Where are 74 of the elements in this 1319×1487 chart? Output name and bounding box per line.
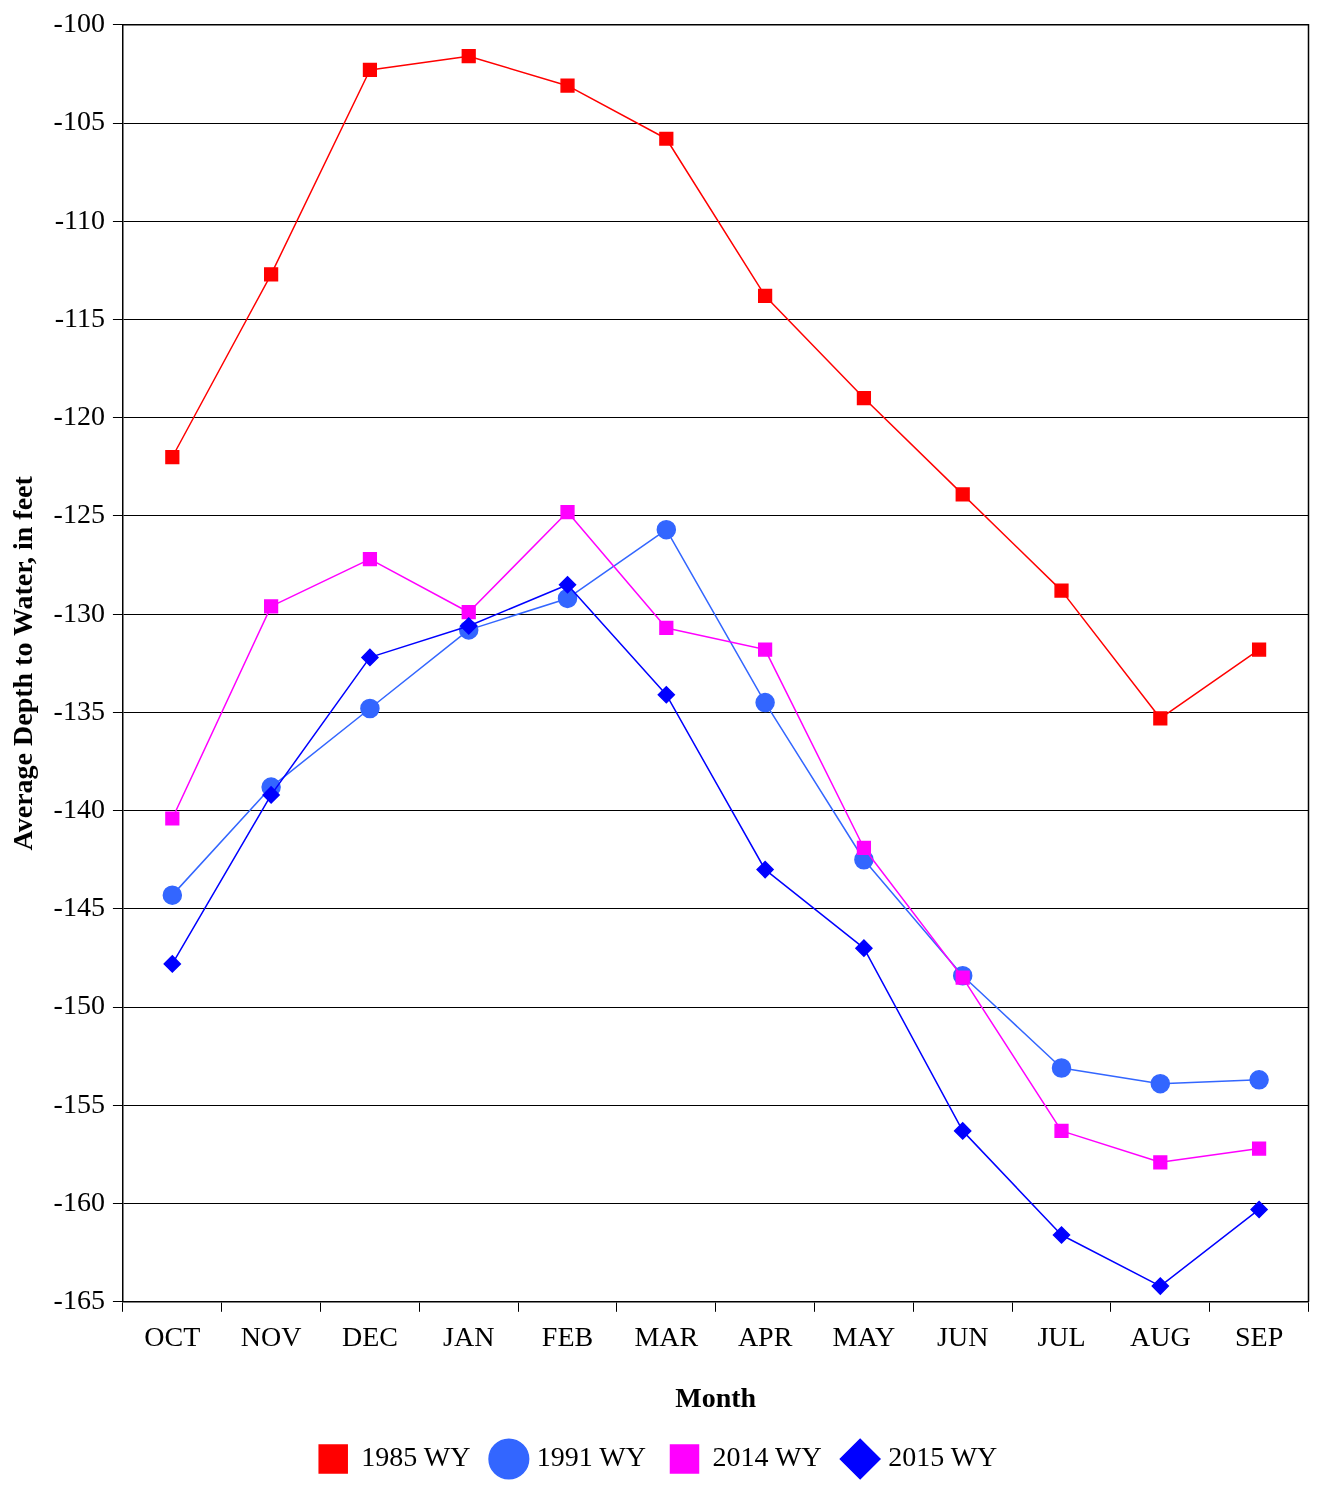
point xyxy=(659,131,674,146)
point xyxy=(1153,1155,1168,1170)
point xyxy=(1052,1226,1071,1244)
point xyxy=(955,487,970,502)
y-tick-label: -140 xyxy=(53,793,105,825)
x-axis-title: Month xyxy=(675,1382,757,1414)
point xyxy=(360,698,380,719)
point xyxy=(362,62,378,78)
x-tick-label: FEB xyxy=(541,1320,594,1352)
x-tick-label: JUN xyxy=(937,1320,989,1352)
point xyxy=(461,49,476,64)
point xyxy=(461,605,476,620)
x-tick-label: OCT xyxy=(144,1320,201,1352)
point xyxy=(560,78,575,93)
point xyxy=(953,1122,972,1140)
point xyxy=(264,267,279,282)
point xyxy=(1150,1073,1171,1094)
point xyxy=(1051,1058,1072,1078)
y-tick-label: -165 xyxy=(53,1284,105,1316)
point xyxy=(1153,711,1168,726)
point xyxy=(1151,1277,1170,1295)
y-tick-label: -100 xyxy=(53,7,105,39)
x-tick-label: MAR xyxy=(634,1320,699,1352)
x-tick-label: SEP xyxy=(1234,1320,1284,1352)
y-tick-label: -145 xyxy=(53,891,105,923)
point xyxy=(361,648,379,667)
point xyxy=(758,288,773,304)
point xyxy=(558,575,577,594)
point xyxy=(165,811,180,826)
point xyxy=(163,955,182,973)
point xyxy=(659,620,674,636)
point xyxy=(162,885,183,905)
x-tick-label: AUG xyxy=(1129,1320,1191,1352)
point xyxy=(758,642,773,657)
point xyxy=(756,860,774,879)
y-tick-label: -135 xyxy=(53,694,105,726)
y-tick-label: -125 xyxy=(53,498,105,530)
point xyxy=(262,786,280,804)
point xyxy=(1054,583,1069,598)
x-tick-label: MAY xyxy=(832,1320,896,1352)
point xyxy=(855,939,873,957)
x-tick-label: NOV xyxy=(240,1320,302,1352)
x-tick-label: APR xyxy=(737,1320,793,1352)
point xyxy=(656,519,677,540)
point xyxy=(264,599,279,614)
legend-label: 1985 WY xyxy=(361,1441,471,1473)
point xyxy=(856,390,872,406)
point xyxy=(459,617,478,635)
point xyxy=(657,685,676,704)
point xyxy=(1251,1141,1267,1156)
legend-label: 2014 WY xyxy=(712,1441,822,1473)
y-tick-label: -130 xyxy=(53,596,105,628)
point xyxy=(362,552,378,567)
y-tick-label: -115 xyxy=(54,301,105,333)
y-tick-label: -150 xyxy=(53,989,105,1021)
point xyxy=(1251,642,1267,657)
y-tick-label: -110 xyxy=(54,203,105,235)
y-tick-label: -105 xyxy=(53,105,105,137)
y-tick-label: -160 xyxy=(53,1185,105,1217)
y-axis-title: Average Depth to Water, in feet xyxy=(7,475,39,851)
x-tick-label: JUL xyxy=(1037,1320,1086,1352)
x-tick-label: DEC xyxy=(341,1320,398,1352)
y-tick-label: -120 xyxy=(53,400,105,432)
point xyxy=(1250,1200,1268,1219)
point xyxy=(165,449,180,465)
point xyxy=(755,692,775,713)
point xyxy=(1054,1123,1069,1138)
y-tick-label: -155 xyxy=(53,1087,105,1119)
point xyxy=(560,504,575,520)
legend-label: 2015 WY xyxy=(888,1441,998,1473)
point xyxy=(1249,1070,1269,1090)
x-tick-label: JAN xyxy=(443,1320,495,1352)
legend-label: 1991 WY xyxy=(536,1441,647,1473)
point xyxy=(856,840,872,856)
